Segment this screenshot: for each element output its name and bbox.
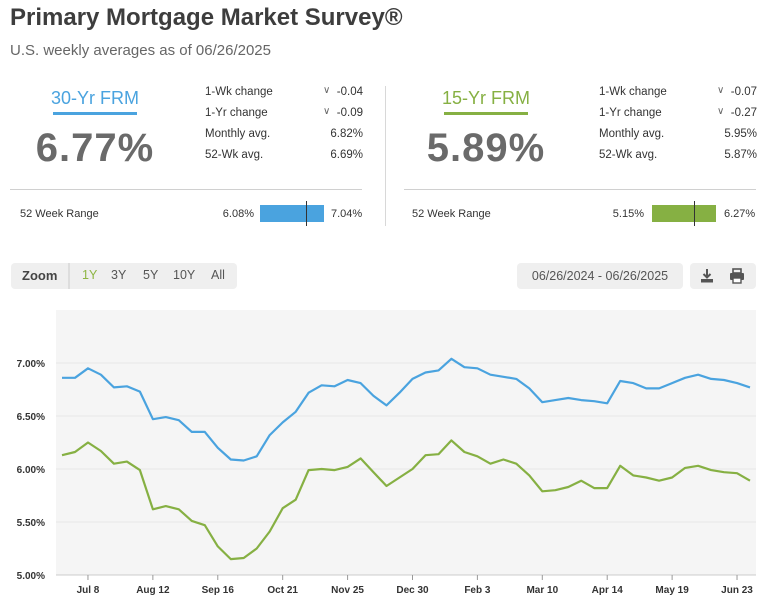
y-tick-label: 6.00% [17, 465, 45, 476]
divider-line [404, 189, 756, 190]
stat-label: Monthly avg. [599, 128, 665, 140]
y-tick-label: 7.00% [17, 359, 45, 370]
page-title: Primary Mortgage Market Survey® [10, 4, 403, 31]
stat-row: 52-Wk avg. 5.87% [599, 149, 757, 170]
stat-row: 1-Wk change ∨ -0.07 [599, 85, 757, 107]
frm30-stats: 1-Wk change ∨ -0.04 1-Yr change ∨ -0.09 Mont… [205, 85, 363, 170]
zoom-5y-button[interactable]: 5Y [143, 268, 159, 282]
plot-background [56, 310, 756, 575]
stat-row: 1-Yr change ∨ -0.27 [599, 106, 757, 128]
stat-row: 52-Wk avg. 6.69% [205, 149, 363, 170]
range-label: 52 Week Range [412, 208, 491, 220]
frm15-rate: 5.89% [426, 126, 546, 170]
stat-value: 6.69% [330, 149, 363, 161]
stat-label: 1-Yr change [599, 107, 662, 119]
zoom-all-button[interactable]: All [211, 268, 225, 282]
stat-value: -0.27 [730, 107, 757, 119]
export-tools [690, 263, 756, 289]
x-tick-label: Oct 21 [267, 585, 298, 596]
stat-row: Monthly avg. 5.95% [599, 128, 757, 149]
zoom-separator [68, 263, 70, 289]
stat-row: Monthly avg. 6.82% [205, 128, 363, 149]
stat-label: Monthly avg. [205, 128, 271, 140]
chevron-down-icon: ∨ [323, 106, 331, 117]
panel-divider [385, 86, 386, 226]
frm15-underline [444, 112, 528, 115]
series-line-30yr [62, 357, 751, 462]
range-high: 7.04% [331, 208, 363, 220]
x-tick-label: Aug 12 [136, 585, 170, 596]
series-line-15yr [61, 439, 751, 561]
download-icon[interactable] [698, 267, 716, 285]
stat-value: 5.87% [724, 149, 757, 161]
zoom-label: Zoom [22, 268, 58, 283]
range-high: 6.27% [724, 208, 756, 220]
y-tick-label: 5.00% [17, 571, 45, 582]
x-tick-label: Feb 3 [464, 585, 491, 596]
frm15-name: 15-Yr FRM [431, 88, 541, 115]
x-tick-label: Nov 25 [331, 585, 364, 596]
chevron-down-icon: ∨ [323, 85, 331, 96]
stat-label: 1-Wk change [205, 86, 273, 98]
rates-line-chart: 7.00% 6.50% 6.00% 5.50% 5.00% Jul 8 Aug 12 Sep… [17, 310, 756, 596]
frm30-name: 30-Yr FRM [40, 88, 150, 115]
frm15-name-label: 15-Yr FRM [441, 88, 530, 108]
zoom-10y-button[interactable]: 10Y [173, 268, 196, 282]
print-icon[interactable] [728, 267, 746, 285]
zoom-3y-button[interactable]: 3Y [111, 268, 127, 282]
stat-row: 1-Yr change ∨ -0.09 [205, 106, 363, 128]
zoom-1y-button[interactable]: 1Y [82, 268, 98, 282]
frm30-underline [53, 112, 137, 115]
stat-value: -0.04 [336, 86, 363, 98]
page-subtitle: U.S. weekly averages as of 06/26/2025 [10, 42, 271, 59]
x-tick-label: Sep 16 [202, 585, 235, 596]
range-low: 5.15% [612, 208, 644, 220]
stat-label: 52-Wk avg. [205, 149, 264, 161]
range-marker [693, 201, 695, 226]
frm30-name-label: 30-Yr FRM [50, 88, 139, 108]
x-tick-label: Mar 10 [526, 585, 558, 596]
frm15-panel: 15-Yr FRM 5.89% 1-Wk change ∨ -0.07 1-Yr c… [404, 84, 757, 226]
chevron-down-icon: ∨ [717, 85, 725, 96]
y-tick-label: 6.50% [17, 412, 45, 423]
range-marker [306, 201, 308, 226]
range-label: 52 Week Range [20, 208, 99, 220]
stat-value: 5.95% [724, 128, 757, 140]
range-bar [260, 205, 324, 222]
frm15-stats: 1-Wk change ∨ -0.07 1-Yr change ∨ -0.27 Mont… [599, 85, 757, 170]
zoom-bar: Zoom 1Y 3Y 5Y 10Y All [11, 263, 237, 289]
divider-line [10, 189, 362, 190]
x-tick-label: Apr 14 [592, 585, 624, 596]
range-low: 6.08% [222, 208, 254, 220]
stat-row: 1-Wk change ∨ -0.04 [205, 85, 363, 107]
stat-value: -0.09 [336, 107, 363, 119]
date-range-input[interactable]: 06/26/2024 - 06/26/2025 [517, 263, 683, 289]
frm30-rate: 6.77% [35, 126, 155, 170]
stat-label: 52-Wk avg. [599, 149, 658, 161]
stat-value: 6.82% [330, 128, 363, 140]
y-tick-label: 5.50% [17, 518, 45, 529]
x-tick-label: May 19 [655, 585, 689, 596]
stat-value: -0.07 [730, 86, 757, 98]
x-tick-label: Dec 30 [396, 585, 429, 596]
frm30-panel: 30-Yr FRM 6.77% 1-Wk change ∨ -0.04 1-Yr c… [10, 84, 363, 226]
stat-label: 1-Yr change [205, 107, 268, 119]
x-tick-label: Jul 8 [77, 585, 100, 596]
chevron-down-icon: ∨ [717, 106, 725, 117]
x-tick-label: Jun 23 [721, 585, 753, 596]
stat-label: 1-Wk change [599, 86, 667, 98]
range-bar [652, 205, 716, 222]
